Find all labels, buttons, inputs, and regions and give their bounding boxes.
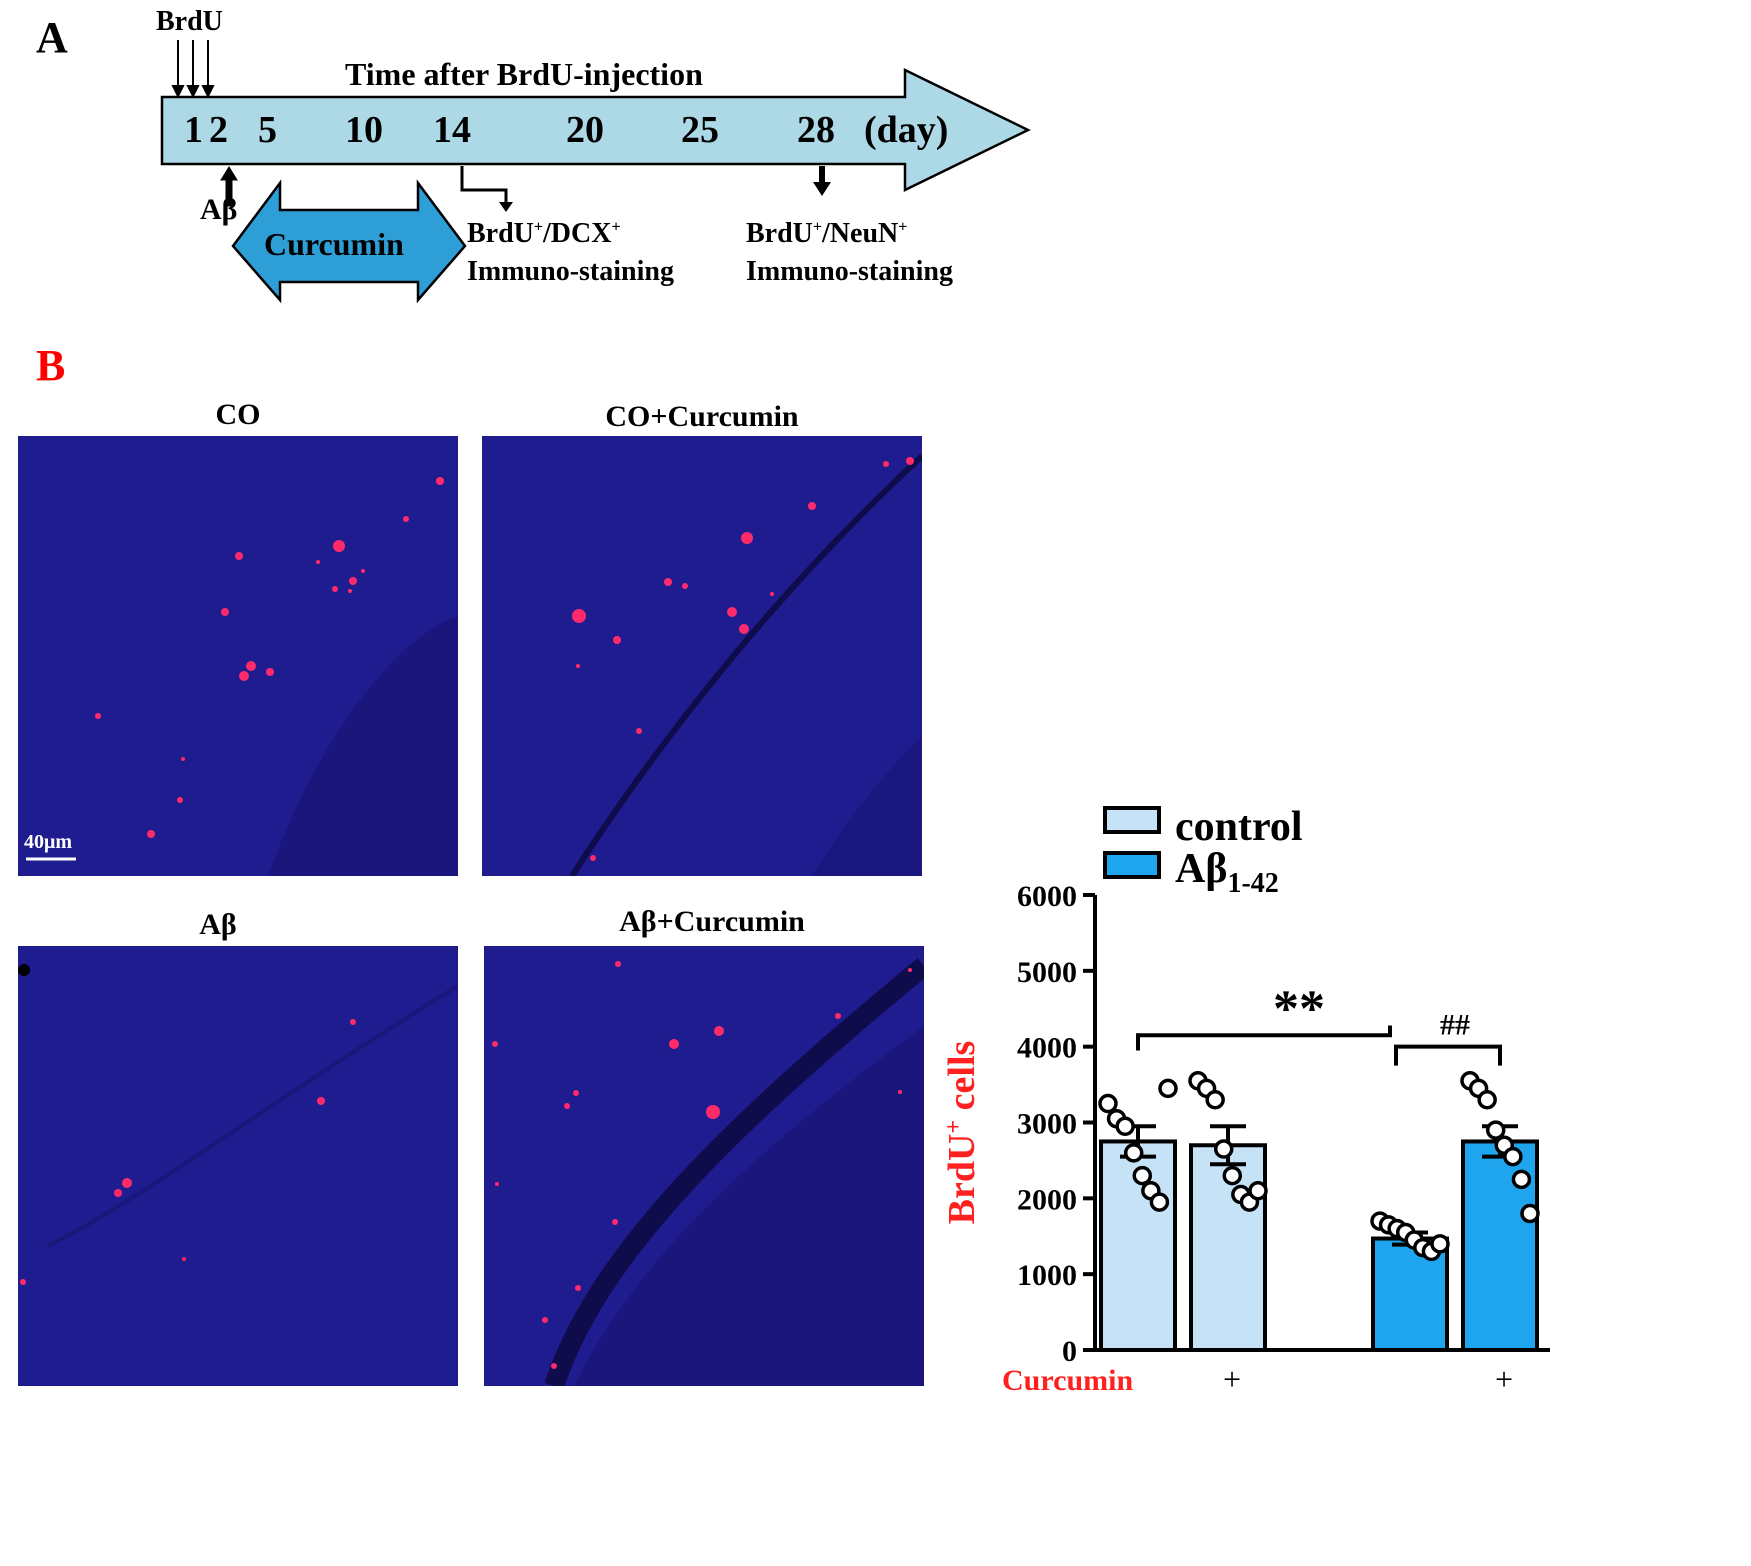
data-point-3-6	[1511, 1169, 1532, 1190]
staining-day28-line2: Immuno-staining	[746, 256, 953, 287]
data-point-1-2	[1205, 1090, 1225, 1110]
staining14-sup1: +	[533, 218, 544, 236]
curcumin-row-label: Curcumin	[1002, 1364, 1133, 1397]
day-14: 14	[433, 109, 471, 151]
data-point-0-2	[1115, 1116, 1135, 1137]
significance-label-0: **	[1273, 980, 1325, 1037]
staining28-sup2: +	[898, 218, 908, 236]
legend-swatch-abeta	[1103, 851, 1161, 879]
image-title-abeta: Aβ	[199, 908, 237, 941]
image-title-abeta-curcumin: Aβ+Curcumin	[619, 905, 805, 938]
data-point-0-6	[1149, 1192, 1170, 1212]
day-5: 5	[258, 109, 277, 151]
day28-staining-arrow	[813, 166, 831, 196]
micrograph-co-curcumin-image	[482, 436, 922, 876]
curcumin-double-arrow	[231, 179, 467, 304]
day-1: 1	[184, 109, 203, 151]
data-point-3-2	[1477, 1090, 1497, 1110]
day-unit: (day)	[864, 109, 949, 151]
staining28-marker2: /NeuN	[822, 218, 899, 249]
timeline-diagram	[160, 40, 1031, 304]
staining-day28-line1: BrdU+/NeuN+	[746, 218, 907, 250]
y-tick-label-2000: 2000	[1017, 1183, 1077, 1216]
day14-staining-arrow	[460, 166, 508, 203]
panel-a-letter: A	[36, 13, 68, 62]
y-tick-label-0: 0	[1062, 1335, 1077, 1368]
timeline-arrow	[160, 67, 1031, 193]
y-tick-label-6000: 6000	[1017, 880, 1077, 913]
data-point-3-3	[1485, 1120, 1506, 1140]
day-28: 28	[797, 109, 835, 151]
staining28-marker: BrdU	[746, 218, 813, 249]
image-title-co-curcumin: CO+Curcumin	[605, 400, 799, 433]
micrograph-co-curcumin	[482, 436, 922, 876]
data-point-3-7	[1520, 1203, 1540, 1224]
day-2: 2	[209, 109, 228, 151]
staining-day14-line2: Immuno-staining	[467, 256, 674, 287]
y-tick-label-4000: 4000	[1017, 1032, 1077, 1065]
staining-day14-line1: BrdU+/DCX+	[467, 218, 621, 250]
curcumin-mark-1: +	[1223, 1361, 1241, 1397]
y-tick-label-1000: 1000	[1017, 1259, 1077, 1292]
data-point-0-0	[1098, 1093, 1118, 1114]
data-point-0-3	[1123, 1143, 1144, 1163]
micrograph-co-image	[18, 436, 458, 876]
scale-bar-label: 40μm	[24, 831, 72, 853]
brdu-label: BrdU	[156, 6, 223, 37]
curcumin-mark-3: +	[1495, 1361, 1513, 1397]
brdu-bar-chart: 0 1000 2000 3000 4000 5000 6000 BrdU+ cells ** ##…	[941, 804, 1550, 1397]
legend-swatch-control	[1103, 806, 1161, 834]
micrograph-abeta-image	[18, 946, 458, 1386]
abeta-label: Aβ	[200, 193, 238, 226]
significance-label-1: ##	[1440, 1009, 1470, 1042]
image-title-co: CO	[215, 398, 261, 431]
day-20: 20	[566, 109, 604, 151]
micrograph-abeta-curcumin-image	[484, 946, 924, 1386]
curcumin-label: Curcumin	[264, 226, 404, 262]
staining14-marker: BrdU	[467, 218, 534, 249]
abeta-injection-arrow	[220, 166, 238, 207]
staining14-sup2: +	[611, 218, 621, 236]
data-point-0-7	[1158, 1078, 1178, 1099]
day-25: 25	[681, 109, 719, 151]
legend-label-control: control	[1175, 804, 1303, 850]
significance-bracket-1	[1394, 1044, 1502, 1066]
day-10: 10	[345, 109, 383, 151]
data-point-3-5	[1503, 1146, 1523, 1167]
y-tick-label-5000: 5000	[1017, 956, 1077, 989]
micrograph-co	[18, 436, 458, 876]
micrograph-abeta	[18, 946, 458, 1386]
data-point-1-3	[1213, 1139, 1234, 1159]
legend-label-abeta: Aβ1-42	[1175, 846, 1279, 899]
staining28-sup1: +	[812, 218, 823, 236]
significance-bracket-0	[1136, 1025, 1392, 1051]
timeline-title: Time after BrdU-injection	[345, 56, 703, 92]
data-point-1-4	[1222, 1165, 1243, 1186]
y-axis-label: BrdU+ cells	[941, 1041, 983, 1225]
panel-b-letter: B	[36, 341, 66, 390]
staining14-marker2: /DCX	[543, 218, 612, 249]
data-point-0-4	[1132, 1165, 1153, 1186]
brdu-injection-arrows	[171, 40, 215, 99]
micrograph-abeta-curcumin	[484, 946, 924, 1386]
data-point-2-7	[1430, 1234, 1450, 1254]
y-tick-label-3000: 3000	[1017, 1108, 1077, 1141]
data-point-1-7	[1248, 1181, 1268, 1201]
